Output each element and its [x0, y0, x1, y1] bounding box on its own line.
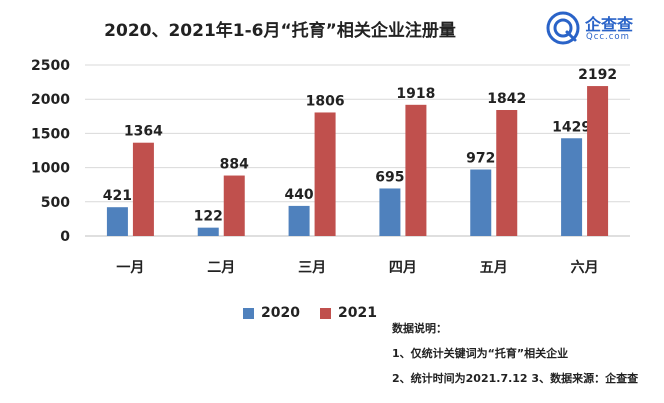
legend-label-2021: 2021: [337, 305, 377, 321]
bar-2021-1: [132, 142, 154, 236]
legend-item-2020: 2020: [243, 305, 300, 321]
y-tick-label: 2500: [31, 58, 70, 74]
data-label-2020: 122: [194, 209, 223, 225]
legend-swatch-2021: [319, 307, 331, 319]
bar-2020-6: [561, 138, 583, 236]
data-label-2021: 1842: [487, 91, 526, 107]
x-tick-label: 二月: [207, 260, 235, 276]
data-label-2021: 1364: [124, 124, 163, 140]
logo-name: 企查查: [585, 15, 634, 34]
x-tick-label: 六月: [571, 259, 599, 276]
legend-swatch-2020: [243, 307, 254, 319]
notes-line-1: 1、仅统计关键词为“托育”相关企业: [392, 347, 569, 360]
bar-2021-4: [405, 104, 427, 236]
y-tick-label: 1000: [31, 161, 70, 177]
data-label-2021: 884: [220, 157, 249, 173]
data-label-2021: 1918: [396, 86, 435, 102]
qcc-logo: 企查查 Qcc.com: [545, 8, 655, 48]
bar-2020-4: [379, 188, 401, 236]
y-tick-label: 0: [60, 229, 70, 245]
bar-2020-2: [197, 227, 219, 236]
bar-chart: 0 500 1000 1500 2000 2500 421 1364 一月 122 884 二月 440…: [31, 58, 630, 276]
notes-heading: 数据说明：: [392, 322, 447, 335]
legend-label-2020: 2020: [261, 305, 300, 321]
x-tick-label: 三月: [298, 260, 326, 276]
notes-line-2: 2、统计时间为2021.7.12 3、数据来源：企查查: [392, 372, 639, 385]
y-tick-label: 1500: [31, 126, 70, 142]
bar-2021-3: [314, 112, 336, 236]
data-label-2020: 1429: [552, 119, 591, 135]
data-label-2020: 440: [284, 187, 313, 203]
data-label-2021: 1806: [306, 93, 345, 109]
logo-q-icon: [546, 11, 580, 45]
bar-2020-3: [288, 205, 310, 236]
bar-2020-5: [470, 169, 492, 236]
chart-title: 2020、2021年1-6月“托育”相关企业注册量: [104, 21, 456, 41]
data-label-2020: 972: [466, 151, 495, 167]
y-tick-label: 2000: [31, 92, 70, 108]
bar-2021-2: [223, 175, 245, 236]
data-label-2020: 695: [375, 169, 404, 185]
data-notes: 数据说明： 1、仅统计关键词为“托育”相关企业 2、统计时间为2021.7.12…: [392, 320, 638, 395]
legend-item-2021: 2021: [319, 305, 377, 321]
data-label-2020: 421: [103, 188, 132, 204]
x-tick-label: 五月: [480, 260, 508, 276]
bar-2021-5: [496, 110, 518, 236]
data-label-2021: 2192: [578, 67, 617, 83]
legend: 2020 2021: [243, 305, 397, 321]
bar-2021-6: [587, 86, 609, 236]
y-tick-label: 500: [41, 195, 70, 211]
x-tick-label: 四月: [389, 260, 417, 276]
logo-url: Qcc.com: [586, 32, 630, 42]
bar-2020-1: [106, 207, 128, 236]
x-tick-label: 一月: [116, 260, 144, 276]
